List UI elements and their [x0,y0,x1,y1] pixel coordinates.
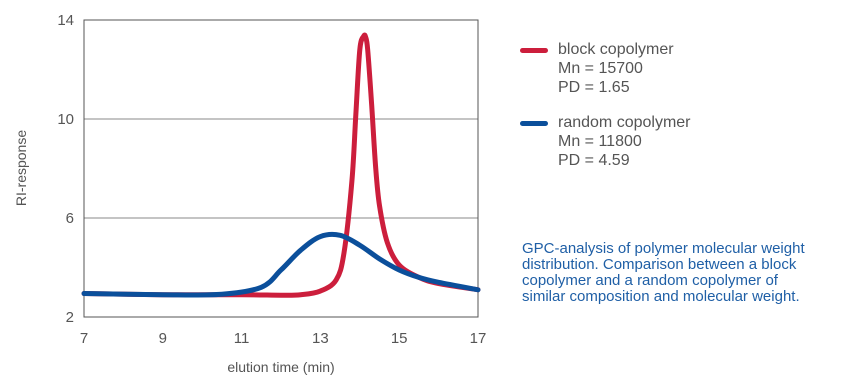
legend-entry-random-copolymer: random copolymer Mn = 11800 PD = 4.59 [520,113,840,170]
y-tick-labels: 2 6 10 14 [57,12,74,326]
x-tick-label: 13 [312,330,329,347]
y-tick-label: 6 [66,210,74,227]
legend-swatch-block-copolymer [520,48,548,53]
y-axis-title: RI-response [13,130,29,206]
caption-line: distribution. Comparison between a block [522,256,797,273]
x-tick-label: 9 [159,330,167,347]
legend-detail: PD = 1.65 [558,79,630,96]
y-tick-label: 10 [57,111,74,128]
legend-detail: Mn = 11800 [558,133,642,150]
series-line-random-copolymer [81,231,481,298]
legend-swatch-random-copolymer [520,121,548,126]
figure-caption: GPC-analysis of polymer molecular weight… [522,241,842,305]
y-tick-label: 14 [57,12,74,29]
plot-frame [83,19,479,318]
series-lines [81,32,481,298]
legend: block copolymer Mn = 15700 PD = 1.65 ran… [520,40,840,186]
x-axis-title: elution time (min) [227,359,334,375]
x-tick-labels: 7 9 11 13 15 17 [80,330,487,347]
caption-line: GPC-analysis of polymer molecular weight [522,240,805,257]
caption-line: copolymer and a random copolymer of [522,272,778,289]
series-line-block-copolymer [81,32,481,298]
x-tick-label: 7 [80,330,88,347]
caption-line: similar composition and molecular weight… [522,288,800,305]
x-tick-label: 15 [391,330,408,347]
legend-detail: Mn = 15700 [558,60,643,77]
legend-entry-block-copolymer: block copolymer Mn = 15700 PD = 1.65 [520,40,840,97]
legend-label: random copolymer [558,114,691,131]
legend-detail: PD = 4.59 [558,152,630,169]
y-tick-label: 2 [66,309,74,326]
legend-label: block copolymer [558,41,674,58]
gridlines [84,118,478,219]
x-tick-label: 11 [234,330,250,347]
x-tick-label: 17 [470,330,487,347]
